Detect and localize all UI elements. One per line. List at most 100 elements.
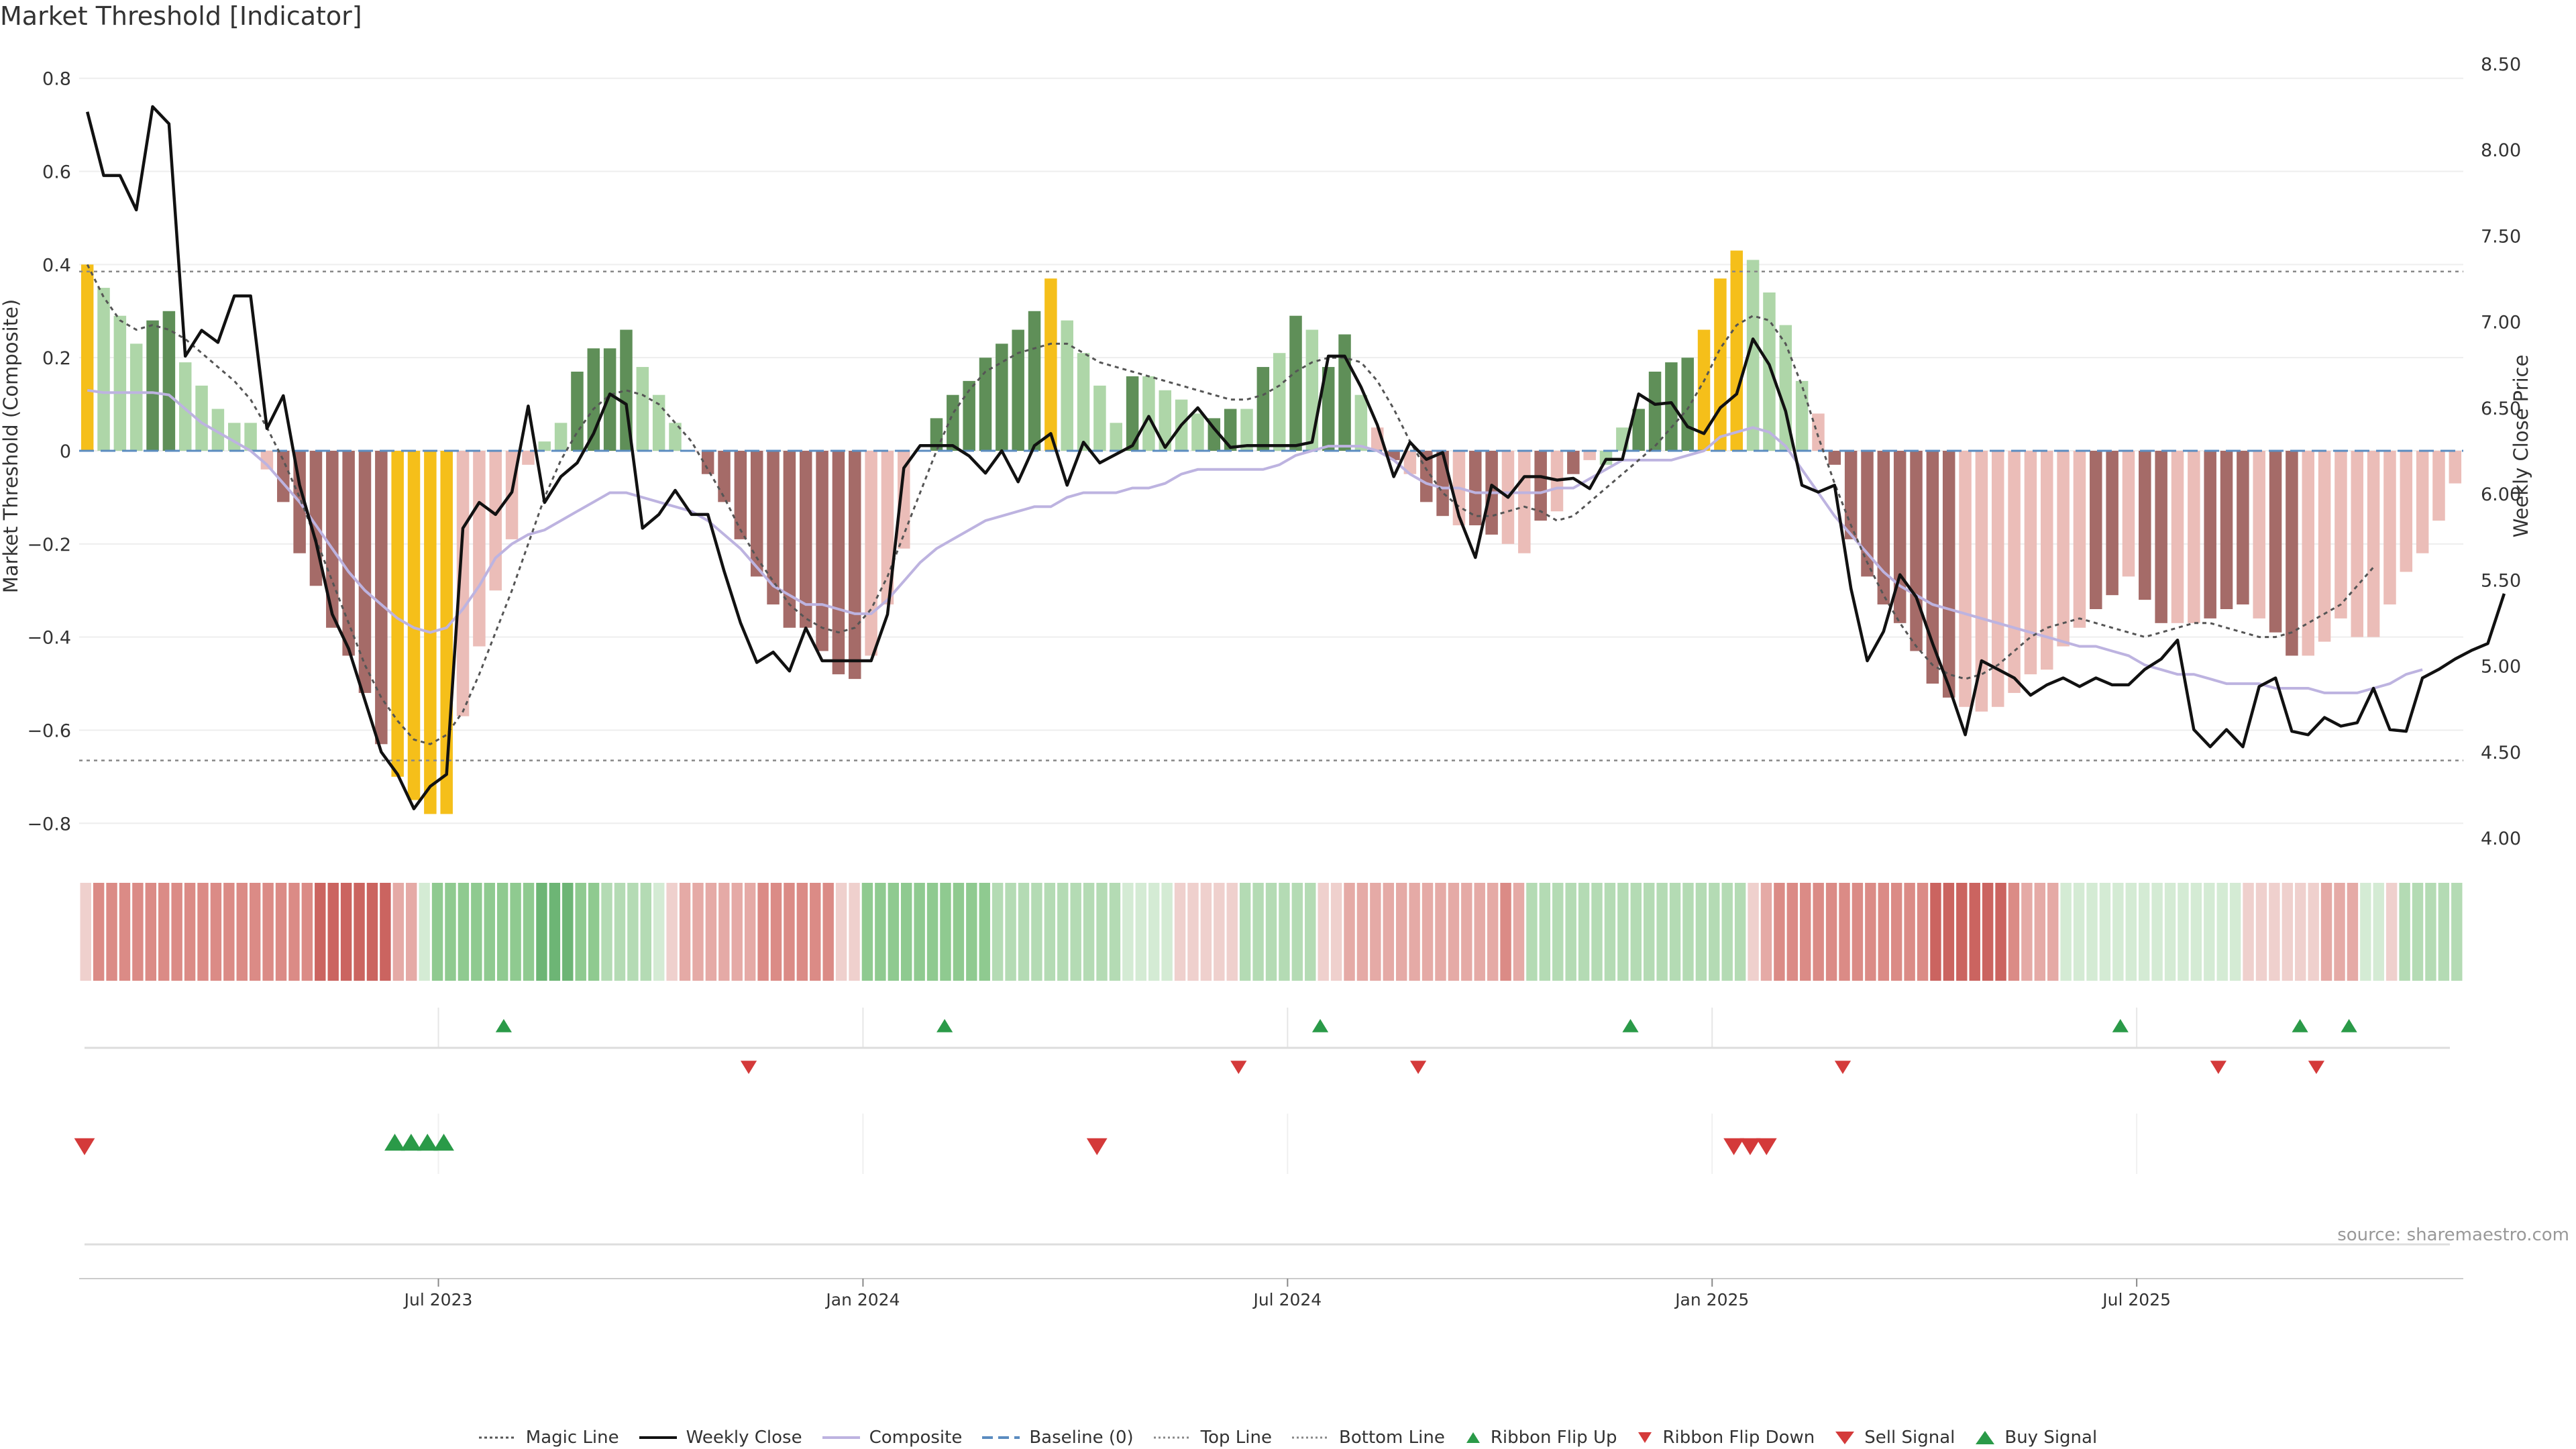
ribbon-flip-up-marker bbox=[2292, 1019, 2308, 1032]
x-tick-label: Jul 2025 bbox=[2101, 1290, 2171, 1309]
legend-ribbon-flip-up[interactable]: Ribbon Flip Up bbox=[1465, 1428, 1617, 1448]
composite-bar bbox=[947, 394, 959, 451]
composite-bar bbox=[898, 451, 910, 549]
composite-bar bbox=[865, 451, 877, 656]
ribbon-cell bbox=[549, 883, 561, 981]
legend-label: Buy Signal bbox=[2004, 1428, 2098, 1448]
ribbon-cell bbox=[275, 883, 287, 981]
composite-bar bbox=[2155, 451, 2167, 623]
ribbon-flip-up-marker bbox=[495, 1019, 513, 1032]
legend-top-line[interactable]: Top Line bbox=[1153, 1428, 1272, 1448]
ribbon-cell bbox=[2308, 883, 2319, 981]
composite-bar bbox=[1828, 451, 1841, 465]
ribbon-cell bbox=[861, 883, 873, 981]
legend-sell-signal[interactable]: Sell Signal bbox=[1835, 1428, 1955, 1448]
ribbon-cell bbox=[119, 883, 131, 981]
ribbon-cell bbox=[1591, 883, 1603, 981]
composite-bar bbox=[1044, 278, 1057, 451]
ribbon-cell bbox=[1109, 883, 1121, 981]
ribbon-cell bbox=[301, 883, 313, 981]
ribbon-cell bbox=[953, 883, 965, 981]
ribbon-cell bbox=[1031, 883, 1042, 981]
ribbon-cell bbox=[705, 883, 717, 981]
ribbon-cell bbox=[1995, 883, 2006, 981]
ribbon-cell bbox=[1409, 883, 1420, 981]
ribbon-flip-down-marker bbox=[1230, 1061, 1247, 1074]
composite-bar bbox=[2416, 451, 2429, 553]
ribbon-cell bbox=[1252, 883, 1264, 981]
ribbon-flip-down-marker bbox=[1834, 1061, 1851, 1074]
composite-bar bbox=[2122, 451, 2135, 577]
legend-ribbon-flip-down[interactable]: Ribbon Flip Down bbox=[1637, 1428, 1815, 1448]
ribbon-cell bbox=[1435, 883, 1446, 981]
ribbon-cell bbox=[445, 883, 456, 981]
ribbon-cell bbox=[666, 883, 678, 981]
right-tick-label: 6.50 bbox=[2481, 398, 2521, 419]
legend-magic-line[interactable]: Magic Line bbox=[478, 1428, 619, 1448]
composite-line bbox=[87, 388, 2423, 694]
ribbon-cell bbox=[210, 883, 222, 981]
ribbon-cell bbox=[184, 883, 196, 981]
ribbon-cell bbox=[2360, 883, 2371, 981]
legend-label: Top Line bbox=[1200, 1428, 1272, 1448]
left-tick-label: −0.2 bbox=[27, 535, 71, 555]
composite-bar bbox=[1893, 451, 1907, 623]
ribbon-cell bbox=[1709, 883, 1720, 981]
ribbon-cell bbox=[1239, 883, 1251, 981]
ribbon-cell bbox=[1214, 883, 1225, 981]
composite-bar bbox=[1224, 409, 1237, 451]
ribbon-cell bbox=[1395, 883, 1407, 981]
composite-bar bbox=[832, 451, 845, 675]
composite-bar bbox=[1159, 390, 1172, 451]
composite-bar bbox=[2188, 451, 2200, 623]
ribbon-cell bbox=[1005, 883, 1016, 981]
composite-bar bbox=[1877, 451, 1890, 605]
ribbon-cell bbox=[1890, 883, 1902, 981]
legend-buy-signal[interactable]: Buy Signal bbox=[1975, 1428, 2097, 1448]
legend-label: Baseline (0) bbox=[1029, 1428, 1134, 1448]
composite-bar bbox=[211, 409, 225, 451]
ribbon-flip-up-marker bbox=[1311, 1019, 1329, 1032]
composite-bar bbox=[1648, 372, 1662, 451]
ribbon-cell bbox=[1904, 883, 1915, 981]
ribbon-cell bbox=[1187, 883, 1199, 981]
ribbon-cell bbox=[2073, 883, 2085, 981]
ribbon-cell bbox=[392, 883, 405, 981]
composite-bar bbox=[849, 451, 861, 680]
composite-bar bbox=[1926, 451, 1939, 684]
composite-bar bbox=[669, 423, 682, 451]
ribbon-cell bbox=[575, 883, 586, 981]
composite-bar bbox=[2057, 451, 2070, 647]
ribbon-cell bbox=[1057, 883, 1069, 981]
composite-bar bbox=[1681, 358, 1694, 451]
ribbon-cell bbox=[93, 883, 105, 981]
composite-bar bbox=[2237, 451, 2249, 605]
legend-weekly-close[interactable]: Weekly Close bbox=[639, 1428, 802, 1448]
composite-bar bbox=[473, 451, 486, 647]
legend-bottom-line[interactable]: Bottom Line bbox=[1292, 1428, 1445, 1448]
ribbon-cell bbox=[1474, 883, 1485, 981]
ribbon-cell bbox=[1825, 883, 1837, 981]
composite-bar bbox=[718, 451, 731, 502]
ribbon-cell bbox=[1265, 883, 1277, 981]
ribbon-cell bbox=[1578, 883, 1590, 981]
composite-bar bbox=[538, 441, 551, 451]
left-tick-label: 0 bbox=[60, 441, 71, 462]
legend-baseline[interactable]: Baseline (0) bbox=[982, 1428, 1134, 1448]
legend-composite[interactable]: Composite bbox=[822, 1428, 962, 1448]
composite-bar bbox=[2318, 451, 2331, 642]
sell-signal-marker bbox=[1086, 1138, 1108, 1155]
right-tick-label: 4.50 bbox=[2481, 743, 2521, 763]
buy-signal-marker bbox=[400, 1134, 422, 1151]
composite-bar bbox=[1812, 413, 1825, 451]
composite-bar bbox=[636, 367, 649, 451]
composite-bar bbox=[244, 423, 257, 451]
ribbon-cell bbox=[588, 883, 600, 981]
right-tick-label: 5.00 bbox=[2481, 657, 2521, 678]
composite-bar bbox=[1240, 409, 1253, 451]
composite-bar bbox=[734, 451, 747, 539]
ribbon-cell bbox=[1786, 883, 1799, 981]
ribbon-cell bbox=[562, 883, 574, 981]
ribbon-cell bbox=[966, 883, 977, 981]
ribbon-cell bbox=[80, 883, 91, 981]
